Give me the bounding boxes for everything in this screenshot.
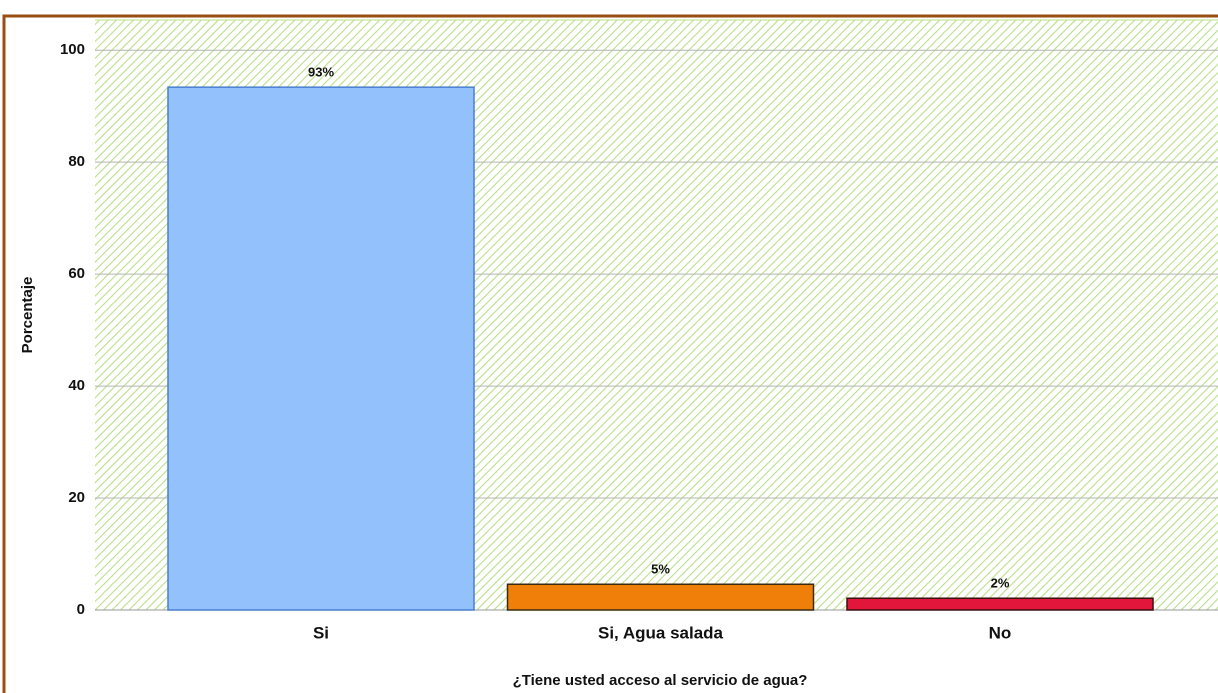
y-tick-label: 40: [68, 377, 85, 394]
x-axis-label: ¿Tiene usted acceso al servicio de agua?: [513, 672, 808, 689]
y-tick-label: 100: [60, 41, 85, 58]
y-tick-label: 80: [68, 153, 85, 170]
y-axis-label: Porcentaje: [19, 277, 36, 354]
bar: [846, 597, 1154, 611]
frame: [2, 14, 1218, 693]
x-tick-label: Si, Agua salada: [598, 623, 724, 642]
value-label: 2%: [991, 576, 1010, 591]
y-tick-label: 0: [77, 601, 85, 618]
x-tick-label: No: [989, 623, 1012, 642]
value-label: 93%: [308, 65, 334, 80]
x-tick-label: Si: [313, 623, 329, 642]
bar: [167, 86, 475, 611]
bar: [506, 583, 815, 611]
y-tick-label: 20: [68, 489, 85, 506]
value-label: 5%: [651, 562, 670, 577]
y-tick-label: 60: [68, 265, 85, 282]
